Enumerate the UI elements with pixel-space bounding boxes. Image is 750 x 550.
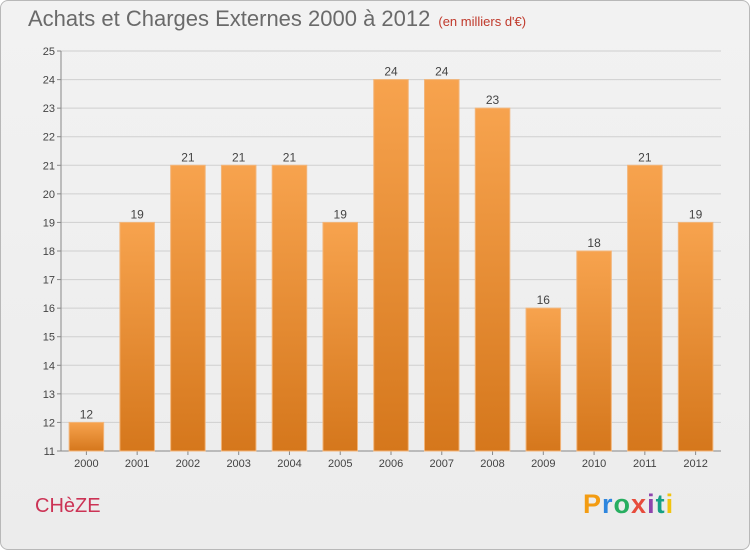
y-tick-label: 24 bbox=[43, 75, 55, 87]
bar-2005 bbox=[322, 221, 358, 452]
x-tick-label-2011: 2011 bbox=[633, 458, 657, 470]
chart-title: Achats et Charges Externes 2000 à 2012 (e… bbox=[28, 6, 526, 32]
data-label-2003: 21 bbox=[232, 150, 246, 164]
bar-2010 bbox=[576, 250, 612, 452]
x-tick-label-2000: 2000 bbox=[74, 458, 98, 470]
data-label-2009: 16 bbox=[537, 293, 551, 307]
chart-title-text: Achats et Charges Externes 2000 à 2012 bbox=[28, 6, 431, 31]
bars bbox=[68, 79, 714, 452]
x-tick-label-2004: 2004 bbox=[277, 458, 301, 470]
y-tick-label: 12 bbox=[43, 417, 55, 429]
chart-unit: (en milliers d'€) bbox=[438, 14, 527, 29]
y-tick-label: 17 bbox=[43, 275, 55, 287]
logo-letter: x bbox=[631, 489, 648, 519]
bar-2007 bbox=[424, 79, 460, 452]
y-tick-label: 16 bbox=[43, 303, 55, 315]
y-tick-label: 25 bbox=[43, 46, 55, 58]
data-labels: 12 19 21 21 21 19 24 24 23 16 18 21 19 bbox=[80, 65, 703, 422]
bar-2012 bbox=[677, 221, 714, 452]
bar-2011 bbox=[627, 164, 663, 452]
data-label-2001: 19 bbox=[130, 207, 144, 221]
y-tick-label: 15 bbox=[43, 332, 55, 344]
data-label-2006: 24 bbox=[384, 65, 398, 79]
logo-letter: P bbox=[583, 489, 603, 519]
bar-2001 bbox=[119, 221, 155, 452]
y-tick-label: 18 bbox=[43, 246, 55, 258]
logo-letter: t bbox=[655, 489, 666, 519]
bar-2000 bbox=[68, 421, 105, 452]
city-name: CHèZE bbox=[35, 495, 101, 517]
bar-2004 bbox=[271, 164, 308, 452]
x-tick-label-2005: 2005 bbox=[328, 458, 352, 470]
logo-letter: o bbox=[613, 489, 632, 519]
x-tick-label-2002: 2002 bbox=[176, 458, 200, 470]
data-label-2005: 19 bbox=[334, 207, 348, 221]
bar-2008 bbox=[474, 107, 511, 452]
data-label-2012: 19 bbox=[689, 207, 703, 221]
x-tick-label-2009: 2009 bbox=[531, 458, 555, 470]
y-tick-label: 20 bbox=[43, 189, 55, 201]
bar-2006 bbox=[373, 79, 409, 452]
data-label-2002: 21 bbox=[181, 150, 195, 164]
x-tick-label-2007: 2007 bbox=[430, 458, 454, 470]
data-label-2007: 24 bbox=[435, 65, 449, 79]
data-label-2004: 21 bbox=[283, 150, 297, 164]
y-tick-label: 21 bbox=[43, 160, 55, 172]
data-label-2010: 18 bbox=[587, 236, 601, 250]
y-tick-label: 23 bbox=[43, 103, 55, 115]
logo-letter: r bbox=[602, 489, 614, 519]
x-tick-label-2003: 2003 bbox=[226, 458, 250, 470]
logo-letter: i bbox=[665, 489, 675, 519]
bar-2003 bbox=[220, 164, 257, 452]
bar-2002 bbox=[170, 164, 206, 452]
bar-2009 bbox=[525, 307, 562, 452]
data-label-2008: 23 bbox=[486, 93, 500, 107]
logo-letter: i bbox=[647, 489, 656, 519]
x-tick-label-2008: 2008 bbox=[480, 458, 504, 470]
x-tick-label-2001: 2001 bbox=[125, 458, 149, 470]
data-label-2000: 12 bbox=[80, 407, 94, 421]
y-tick-label: 13 bbox=[43, 389, 55, 401]
x-tick-label-2010: 2010 bbox=[582, 458, 606, 470]
y-tick-label: 19 bbox=[43, 217, 55, 229]
y-tick-label: 22 bbox=[43, 132, 55, 144]
x-tick-label-2012: 2012 bbox=[683, 458, 707, 470]
data-label-2011: 21 bbox=[638, 150, 652, 164]
x-tick-label-2006: 2006 bbox=[379, 458, 403, 470]
y-tick-label: 14 bbox=[43, 360, 55, 372]
proxiti-logo[interactable]: Proxiti bbox=[583, 489, 674, 520]
y-tick-label: 11 bbox=[44, 446, 55, 458]
